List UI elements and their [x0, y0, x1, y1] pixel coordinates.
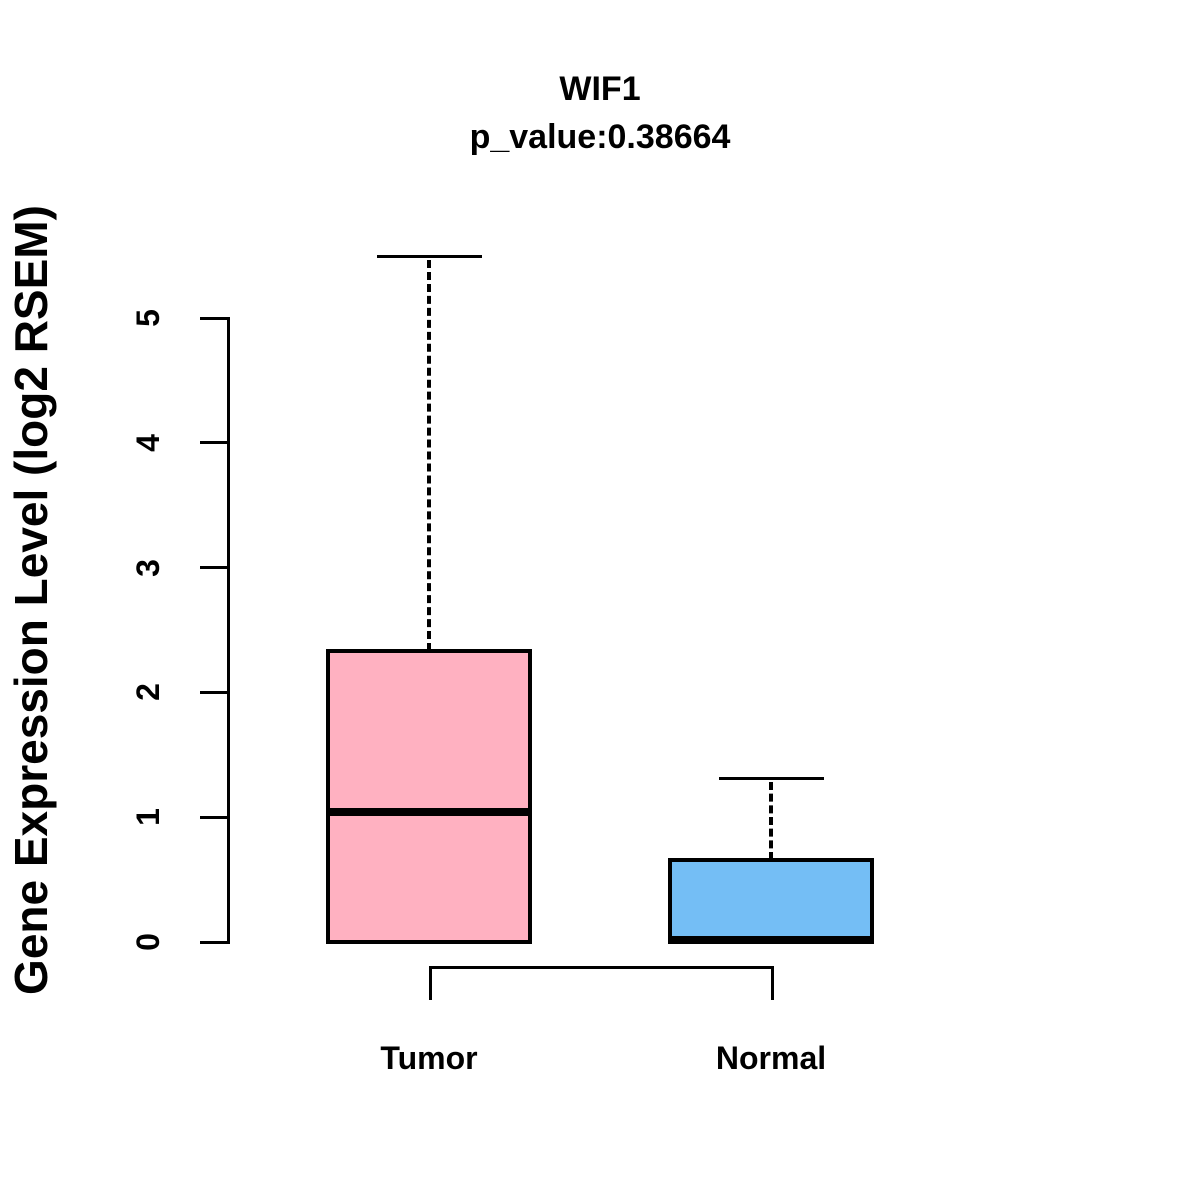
whisker-line-normal	[769, 781, 773, 860]
comparison-bracket-top	[429, 966, 774, 969]
comparison-bracket-left-tick	[429, 966, 432, 1000]
chart-subtitle-pvalue: p_value:0.38664	[469, 118, 731, 156]
y-axis-line	[227, 316, 230, 944]
whisker-line-tumor	[427, 259, 431, 652]
box-normal	[668, 857, 874, 944]
y-tick-label: 4	[130, 433, 166, 452]
y-tick-label: 0	[130, 933, 166, 951]
y-axis-tick	[200, 441, 230, 445]
median-line-tumor	[326, 808, 532, 817]
x-category-label-tumor: Tumor	[380, 1040, 478, 1076]
x-category-label-normal: Normal	[715, 1040, 827, 1076]
chart-title: WIF1	[559, 70, 641, 108]
y-axis-tick	[200, 316, 230, 320]
y-axis-label: Gene Expression Level (log2 RSEM)	[5, 205, 57, 995]
y-tick-label: 3	[130, 558, 166, 577]
whisker-cap-tumor	[376, 255, 482, 259]
median-line-normal	[668, 935, 874, 944]
box-tumor	[326, 649, 532, 944]
y-axis-tick	[200, 690, 230, 694]
y-axis-tick	[200, 566, 230, 570]
y-axis-tick	[200, 815, 230, 819]
y-tick-label: 1	[130, 808, 166, 827]
whisker-cap-normal	[718, 777, 824, 780]
y-tick-label: 2	[130, 683, 166, 702]
comparison-bracket-right-tick	[771, 966, 774, 1000]
y-tick-label: 5	[130, 309, 166, 327]
y-axis-tick	[200, 940, 230, 944]
